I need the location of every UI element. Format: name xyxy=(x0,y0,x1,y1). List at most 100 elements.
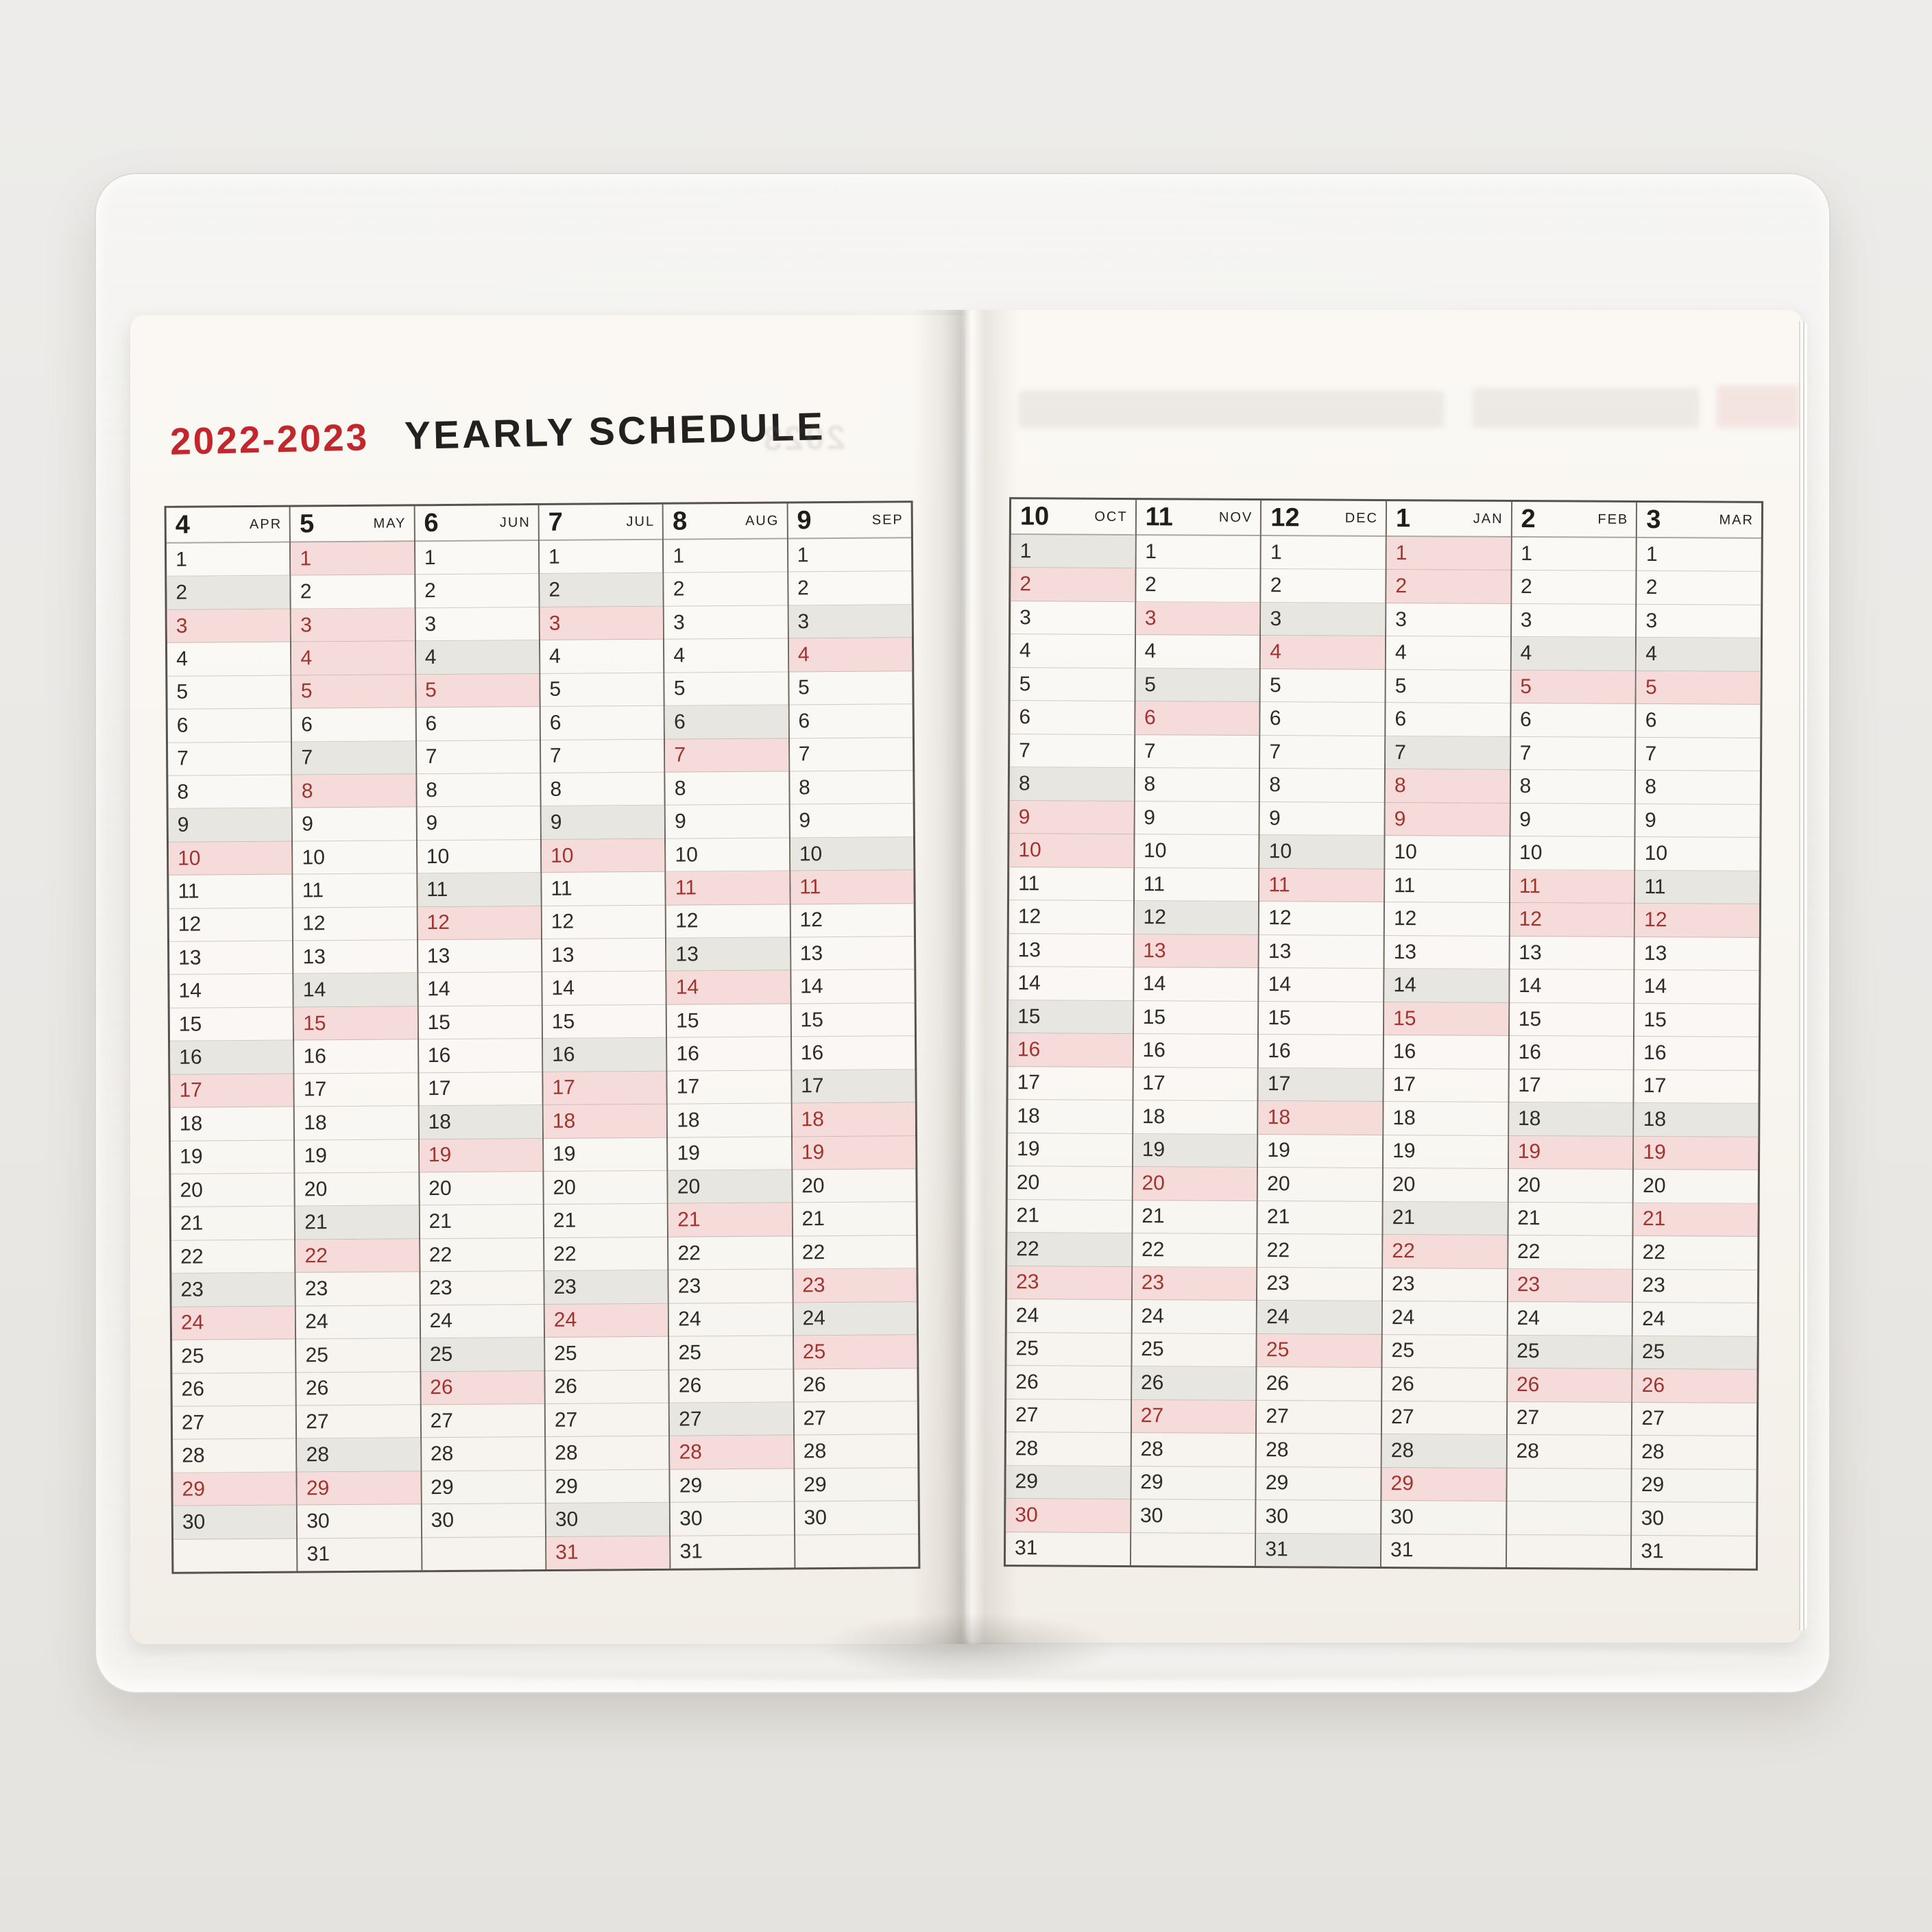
day-cell: 4 xyxy=(788,638,913,673)
day-cell: 15 xyxy=(418,1005,542,1040)
day-cell: 27 xyxy=(1257,1400,1381,1435)
day-cell: 3 xyxy=(1386,603,1510,638)
day-cell: 28 xyxy=(1257,1434,1381,1468)
day-cell: 28 xyxy=(1006,1432,1131,1466)
day-cell: 20 xyxy=(1508,1169,1633,1203)
day-cell: 13 xyxy=(666,937,790,972)
day-cell: 29 xyxy=(1381,1467,1506,1501)
day-cell: 13 xyxy=(1009,933,1133,968)
day-cell: 26 xyxy=(669,1369,793,1403)
day-cell: 13 xyxy=(293,940,418,975)
day-cell: 9 xyxy=(417,806,540,841)
month-column-apr: 4 APR 1 2 3 4 5 6 7 8 9 10 11 12 13 14 15 16 17 18 19 20 21 22 2… xyxy=(166,507,298,1572)
day-cell: 22 xyxy=(1007,1233,1132,1267)
month-column-jan: 1 JAN 1 2 3 4 5 6 7 8 9 10 11 12 13 14 15 16 17 18 19 20 21 22 2… xyxy=(1381,501,1512,1567)
show-through-ghost-bar xyxy=(1717,385,1799,428)
day-cell: 17 xyxy=(419,1072,542,1107)
show-through-ghost-year: 2023 xyxy=(760,418,846,459)
day-cell: 16 xyxy=(418,1039,542,1074)
month-column-may: 5 MAY 1 2 3 4 5 6 7 8 9 10 11 12 13 14 15 16 17 18 19 20 21 22 2… xyxy=(290,506,423,1571)
day-cell: 4 xyxy=(167,642,291,677)
day-cell: 2 xyxy=(1637,571,1761,605)
day-cell: 2 xyxy=(167,575,290,610)
day-cell: 13 xyxy=(169,941,293,976)
day-cell: 26 xyxy=(1131,1366,1256,1401)
day-cell: 21 xyxy=(420,1205,544,1240)
month-column-jun: 6 JUN 1 2 3 4 5 6 7 8 9 10 11 12 13 14 15 16 17 18 19 20 21 22 2… xyxy=(415,505,547,1571)
day-cell: 10 xyxy=(1009,834,1134,868)
day-cell: 20 xyxy=(793,1169,916,1203)
day-cell: 19 xyxy=(1007,1133,1132,1168)
day-cell: 24 xyxy=(1508,1302,1632,1336)
month-column-sep: 9 SEP 1 2 3 4 5 6 7 8 9 10 11 12 13 14 15 16 17 18 19 20 21 22 2… xyxy=(788,503,919,1567)
day-cell: 21 xyxy=(1007,1199,1132,1234)
day-cell: 12 xyxy=(1635,904,1760,938)
day-cell: 16 xyxy=(667,1037,790,1072)
day-cell: 17 xyxy=(170,1074,294,1108)
day-cell: 25 xyxy=(1257,1333,1381,1368)
day-cell: 20 xyxy=(295,1172,419,1207)
day-cell: 26 xyxy=(421,1370,544,1405)
day-cell: 19 xyxy=(171,1140,294,1174)
day-cell: 18 xyxy=(1258,1101,1383,1135)
day-cell: 18 xyxy=(543,1104,667,1139)
day-cell: 29 xyxy=(1131,1466,1256,1501)
day-cell: 10 xyxy=(1134,834,1259,869)
day-cell: 30 xyxy=(1006,1499,1131,1533)
day-cell: 10 xyxy=(666,838,789,872)
day-cell: 28 xyxy=(670,1435,794,1470)
day-cell: 4 xyxy=(1010,634,1135,669)
day-cell: 3 xyxy=(788,605,912,639)
day-cell: 11 xyxy=(666,871,790,906)
day-cell: 24 xyxy=(1257,1301,1381,1335)
day-cell: 5 xyxy=(415,673,540,708)
day-cell: 19 xyxy=(668,1137,792,1171)
month-column-feb: 2 FEB 1 2 3 4 5 6 7 8 9 10 11 12 13 14 15 16 17 18 19 20 21 22 2… xyxy=(1506,501,1638,1568)
day-cell: 3 xyxy=(1511,603,1636,638)
day-cell: 19 xyxy=(1133,1133,1257,1168)
month-abbr: AUG xyxy=(745,513,780,529)
day-cell: 9 xyxy=(1009,801,1134,835)
day-cell: 6 xyxy=(1510,703,1635,738)
day-cell: 15 xyxy=(169,1007,293,1042)
day-cell: 9 xyxy=(168,808,292,843)
day-cell: 28 xyxy=(546,1436,669,1471)
day-cell: 17 xyxy=(1133,1067,1258,1102)
day-cell: 29 xyxy=(1256,1466,1381,1501)
day-cell: 8 xyxy=(1636,771,1761,805)
day-cell: 30 xyxy=(298,1504,421,1539)
day-cell: 15 xyxy=(1634,1003,1759,1038)
day-cell: 21 xyxy=(295,1205,419,1240)
day-cell-empty xyxy=(1507,1534,1631,1567)
day-cell: 8 xyxy=(168,775,291,810)
day-cell: 29 xyxy=(297,1471,421,1506)
day-cell: 23 xyxy=(1508,1268,1632,1303)
day-cell-empty xyxy=(1131,1533,1255,1566)
day-cell: 30 xyxy=(1381,1501,1506,1535)
day-cell: 18 xyxy=(170,1107,294,1142)
day-cell: 1 xyxy=(788,538,912,572)
day-cell: 26 xyxy=(545,1370,669,1404)
month-number: 10 xyxy=(1019,502,1050,531)
calendar-grid-right: 10 OCT 1 2 3 4 5 6 7 8 9 10 11 12 13 14 15 16 17 18 19 20 21 22… xyxy=(1003,497,1764,1571)
day-cell: 1 xyxy=(1512,537,1637,572)
day-cell: 25 xyxy=(1508,1335,1632,1370)
day-cell: 25 xyxy=(296,1338,420,1373)
day-cell: 29 xyxy=(1632,1469,1756,1503)
day-cell: 8 xyxy=(1260,769,1385,803)
day-cell: 6 xyxy=(416,707,540,741)
day-cell: 21 xyxy=(544,1204,668,1238)
day-cell: 24 xyxy=(793,1301,917,1336)
day-cell: 10 xyxy=(169,841,292,876)
day-cell: 5 xyxy=(1260,668,1385,703)
day-cell: 26 xyxy=(172,1373,296,1407)
day-cell: 8 xyxy=(541,772,664,807)
day-cell: 11 xyxy=(1510,869,1634,904)
day-cell: 14 xyxy=(1634,970,1759,1004)
month-abbr: OCT xyxy=(1094,509,1128,524)
day-cell: 16 xyxy=(543,1038,666,1072)
day-cell: 4 xyxy=(1135,635,1260,669)
day-cell: 26 xyxy=(1507,1368,1632,1403)
day-cell: 6 xyxy=(1636,704,1761,738)
month-column-mar: 3 MAR 1 2 3 4 5 6 7 8 9 10 11 12 13 14 15 16 17 18 19 20 21 22 2… xyxy=(1632,502,1762,1569)
